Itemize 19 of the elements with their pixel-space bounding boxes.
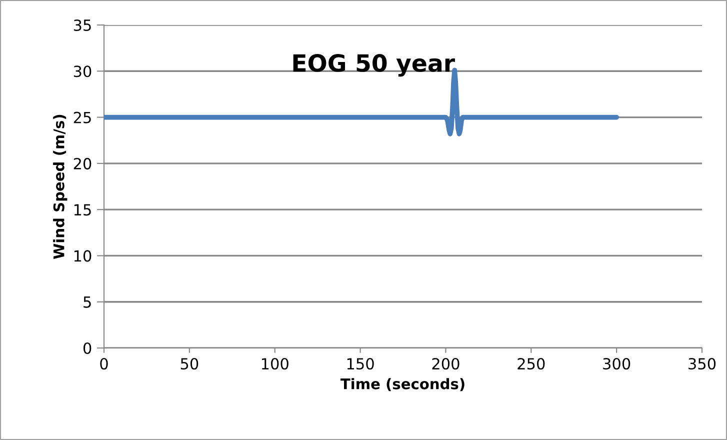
x-tick-label: 50 (180, 358, 198, 370)
text: EOG 50 year (293, 54, 455, 77)
y-tick-label: 35 (74, 19, 91, 32)
x-tick-label: 0 (100, 358, 108, 370)
x-tick-label: 200 (432, 358, 460, 370)
y-tick-label: 25 (74, 112, 91, 124)
y-tick-label: 0 (83, 342, 92, 354)
x-tick-label: 100 (262, 358, 288, 370)
y-tick-label: 15 (74, 204, 91, 216)
x-tick-label: 350 (688, 358, 716, 370)
y-tick-label: 20 (74, 158, 92, 170)
x-tick-label: 250 (518, 358, 545, 370)
x-tick-label: 150 (347, 358, 374, 370)
y-tick-label: 10 (74, 250, 92, 262)
x-axis-title: Time (seconds) (340, 378, 464, 392)
y-tick-label: 5 (84, 296, 91, 308)
y-axis-title: Wind Speed (m/s) (53, 114, 68, 259)
x-tick-label: 300 (603, 358, 630, 370)
y-tick-label: 30 (74, 66, 92, 78)
